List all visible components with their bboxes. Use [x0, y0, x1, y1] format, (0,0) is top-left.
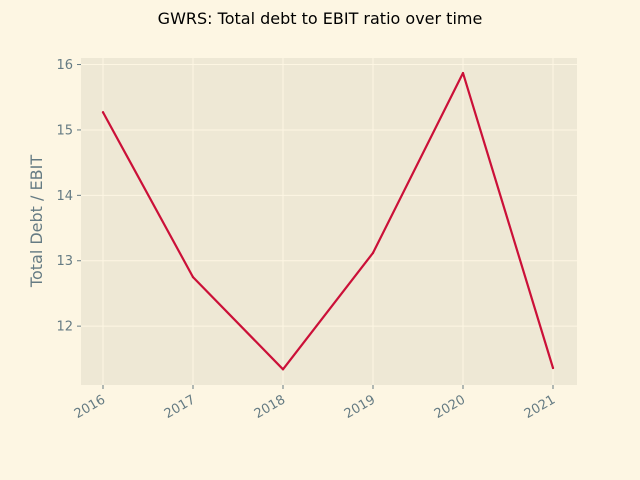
y-axis-label: Total Debt / EBIT	[27, 155, 46, 288]
data-point	[551, 366, 555, 370]
x-tick-label: 2020	[432, 392, 468, 422]
x-tick-label: 2016	[72, 392, 108, 422]
y-tick-label: 12	[56, 320, 73, 335]
x-tick-label: 2018	[252, 392, 288, 422]
data-point	[101, 111, 105, 114]
y-tick-label: 13	[56, 254, 73, 269]
y-tick-label: 16	[56, 58, 73, 73]
grid	[81, 58, 577, 385]
x-tick-label: 2019	[342, 392, 378, 422]
chart-title: GWRS: Total debt to EBIT ratio over time	[158, 9, 483, 28]
data-point	[281, 368, 285, 371]
series-layer	[101, 71, 555, 371]
data-point	[461, 71, 465, 75]
plot-area	[81, 58, 577, 385]
x-tick-label: 2017	[162, 392, 198, 422]
data-point	[371, 251, 375, 254]
series-line	[101, 71, 555, 371]
y-tick-label: 14	[56, 189, 73, 204]
x-tick-label: 2021	[522, 392, 558, 422]
data-point	[191, 275, 195, 279]
y-tick-label: 15	[56, 123, 73, 138]
